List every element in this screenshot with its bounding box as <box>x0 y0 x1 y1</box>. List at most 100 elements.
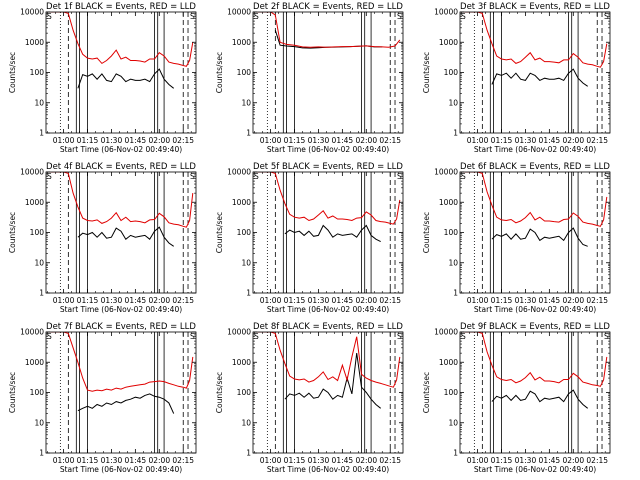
x-tick-label: 01:00 <box>260 136 282 145</box>
x-tick-label: 01:00 <box>53 136 75 145</box>
x-axis-label: Start Time (06-Nov-02 00:49:40) <box>267 145 389 154</box>
series-events-line <box>77 68 175 89</box>
y-tick-label: 1000 <box>439 358 458 367</box>
x-tick-label: 01:00 <box>467 456 489 465</box>
x-tick-label: 02:00 <box>355 136 377 145</box>
panel-title: Det 7f BLACK = Events, RED = LLD <box>46 322 196 332</box>
y-tick-label: 10 <box>448 258 458 267</box>
y-tick-label: 10 <box>448 418 458 427</box>
y-tick-label: 100 <box>237 228 252 237</box>
x-tick-label: 02:15 <box>379 456 401 465</box>
x-tick-label: 01:45 <box>125 136 147 145</box>
corner-marker-left: S <box>47 172 52 181</box>
x-tick-label: 01:15 <box>491 136 513 145</box>
y-tick-label: 100 <box>237 68 252 77</box>
x-tick-label: 01:30 <box>515 296 537 305</box>
x-tick-label: 01:15 <box>491 456 513 465</box>
y-axis-label: Counts/sec <box>8 52 17 93</box>
x-tick-label: 02:00 <box>148 456 170 465</box>
y-axis-label: Counts/sec <box>422 212 431 253</box>
x-axis-label: Start Time (06-Nov-02 00:49:40) <box>60 305 182 314</box>
y-tick-label: 1 <box>246 129 251 138</box>
y-tick-label: 1000 <box>232 358 251 367</box>
panel-title: Det 9f BLACK = Events, RED = LLD <box>460 322 610 332</box>
x-tick-label: 01:00 <box>260 296 282 305</box>
x-tick-label: 01:30 <box>308 296 330 305</box>
series-lld-line <box>46 172 194 228</box>
series-lld-line <box>253 12 401 48</box>
series-events-line <box>491 68 588 87</box>
y-tick-label: 10000 <box>434 8 458 17</box>
x-tick-label: 01:00 <box>53 456 75 465</box>
x-tick-label: 02:00 <box>148 136 170 145</box>
y-tick-label: 10 <box>448 98 458 107</box>
y-axis-label: Counts/sec <box>215 52 224 93</box>
x-tick-label: 01:15 <box>77 456 99 465</box>
x-tick-label: 01:15 <box>284 136 306 145</box>
y-axis-label: Counts/sec <box>215 372 224 413</box>
y-axis-label: Counts/sec <box>422 52 431 93</box>
y-tick-label: 1 <box>453 449 458 458</box>
corner-marker-left: S <box>254 12 259 21</box>
x-tick-label: 01:15 <box>284 456 306 465</box>
y-tick-label: 100 <box>30 228 45 237</box>
x-tick-label: 01:30 <box>308 136 330 145</box>
y-tick-label: 10000 <box>434 168 458 177</box>
x-axis-label: Start Time (06-Nov-02 00:49:40) <box>474 465 596 474</box>
x-tick-label: 01:45 <box>332 456 354 465</box>
y-tick-label: 1000 <box>439 38 458 47</box>
series-lld-line <box>460 12 608 68</box>
y-tick-label: 10000 <box>20 328 44 337</box>
series-events-line <box>77 393 175 414</box>
x-tick-label: 02:15 <box>379 296 401 305</box>
x-tick-label: 02:00 <box>355 296 377 305</box>
y-tick-label: 10000 <box>20 168 44 177</box>
x-tick-label: 01:45 <box>539 136 561 145</box>
y-tick-label: 10 <box>241 258 251 267</box>
y-tick-label: 1 <box>246 449 251 458</box>
corner-marker-left: S <box>461 332 466 341</box>
x-tick-label: 01:45 <box>332 296 354 305</box>
x-axis-label: Start Time (06-Nov-02 00:49:40) <box>60 465 182 474</box>
x-axis-label: Start Time (06-Nov-02 00:49:40) <box>267 305 389 314</box>
x-tick-label: 02:15 <box>586 136 608 145</box>
y-tick-label: 10000 <box>227 8 251 17</box>
y-tick-label: 100 <box>444 68 459 77</box>
corner-marker-left: S <box>461 12 466 21</box>
x-tick-label: 01:30 <box>101 296 123 305</box>
x-tick-label: 01:30 <box>101 456 123 465</box>
corner-marker-right: S <box>190 332 195 341</box>
y-tick-label: 100 <box>444 228 459 237</box>
x-tick-label: 02:00 <box>148 296 170 305</box>
panel-title: Det 3f BLACK = Events, RED = LLD <box>460 2 610 12</box>
x-tick-label: 02:15 <box>379 136 401 145</box>
series-events-line <box>284 224 381 243</box>
series-events-line <box>491 389 589 409</box>
corner-marker-right: S <box>190 12 195 21</box>
panel-title: Det 5f BLACK = Events, RED = LLD <box>253 162 403 172</box>
y-tick-label: 1 <box>453 289 458 298</box>
series-lld-line <box>460 332 608 387</box>
panel-title: Det 8f BLACK = Events, RED = LLD <box>253 322 403 332</box>
y-tick-label: 1 <box>246 289 251 298</box>
series-events-line <box>77 226 174 247</box>
x-tick-label: 01:45 <box>125 456 147 465</box>
y-tick-label: 100 <box>30 68 45 77</box>
y-tick-label: 1 <box>39 449 44 458</box>
corner-marker-right: S <box>190 172 195 181</box>
x-axis-label: Start Time (06-Nov-02 00:49:40) <box>474 145 596 154</box>
y-axis-label: Counts/sec <box>8 212 17 253</box>
y-tick-label: 1000 <box>25 38 44 47</box>
panel-title: Det 6f BLACK = Events, RED = LLD <box>460 162 610 172</box>
y-tick-label: 10 <box>241 418 251 427</box>
x-tick-label: 01:15 <box>77 136 99 145</box>
corner-marker-right: S <box>397 12 402 21</box>
